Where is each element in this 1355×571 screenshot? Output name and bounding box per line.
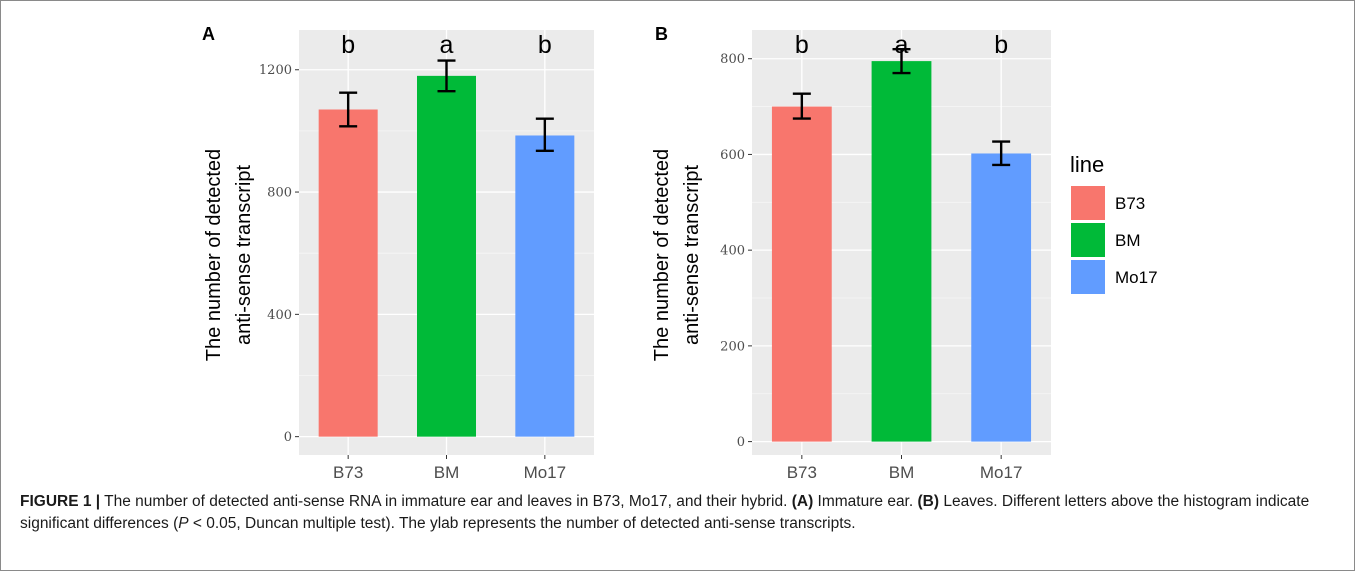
panel-b-letter: B	[655, 24, 668, 44]
panel-b-y-tick-label: 800	[720, 52, 745, 67]
figure-canvas: 0 400 800 1200 b B73 a BM b Mo17 A The number of de…	[202, 24, 1158, 480]
panel-b-chart: 0 200 400 600 800 b B73 a BM b Mo17 B The number of …	[651, 24, 1051, 480]
panel-a-x-tick-label: Mo17	[524, 463, 567, 480]
panel-a-letter: A	[202, 24, 215, 44]
panel-b-y-tick-label: 0	[737, 435, 745, 450]
panel-b-bar-mo17	[971, 153, 1032, 442]
panel-b-significance-letter: a	[895, 31, 909, 59]
caption-italic-p: P	[178, 515, 189, 532]
panel-a-y-axis-label-line-1: The number of detected	[203, 149, 225, 361]
legend: line B73 BM Mo17	[1070, 152, 1158, 294]
caption-text-4: < 0.05, Duncan multiple test). The ylab …	[188, 515, 856, 532]
panel-a-chart: 0 400 800 1200 b B73 a BM b Mo17 A The number of de…	[202, 24, 594, 480]
panel-a-bar-mo17	[515, 135, 575, 437]
panel-a-y-tick-label: 0	[284, 430, 292, 445]
caption-bold-a: (A)	[791, 493, 814, 510]
panel-b-y-tick-label: 400	[720, 244, 745, 259]
legend-key-b73	[1071, 186, 1105, 220]
caption-figure-label: FIGURE 1 |	[20, 493, 101, 510]
caption-text-3: Leaves. Different letters above the hist…	[20, 493, 1310, 532]
legend-label-bm: BM	[1115, 231, 1141, 250]
panel-b-y-tick-label: 600	[720, 148, 745, 163]
figure-caption: FIGURE 1 | The number of detected anti-s…	[20, 491, 1340, 535]
panel-a-bar-bm	[417, 75, 476, 437]
panel-a-y-tick-label: 800	[267, 186, 292, 201]
panel-b-bar-b73	[771, 106, 832, 442]
legend-title: line	[1070, 152, 1104, 177]
panel-a-significance-letter: a	[440, 31, 454, 59]
caption-bold-b: (B)	[917, 493, 940, 510]
panel-b-x-tick-label: BM	[889, 463, 915, 480]
panel-b-x-tick-label: Mo17	[980, 463, 1023, 480]
panel-a-y-axis-label-line-2: anti-sense transcript	[233, 165, 255, 346]
panel-b-y-axis-label-line-2: anti-sense transcript	[681, 165, 703, 346]
panel-a-significance-letter: b	[341, 31, 355, 59]
caption-text-1: The number of detected anti-sense RNA in…	[100, 493, 792, 510]
panel-a-x-tick-label: B73	[333, 463, 363, 480]
panel-a-y-tick-label: 1200	[259, 63, 292, 78]
panel-a-x-tick-label: BM	[434, 463, 460, 480]
caption-text-2: Immature ear.	[813, 493, 918, 510]
panel-a-significance-letter: b	[538, 31, 552, 59]
panel-b-x-tick-label: B73	[787, 463, 817, 480]
panel-a-bar-b73	[318, 109, 378, 437]
panel-b-significance-letter: b	[795, 31, 809, 59]
panel-b-y-axis-label-line-1: The number of detected	[651, 149, 673, 361]
panel-b-bar-bm	[871, 61, 932, 442]
panel-b-y-tick-label: 200	[720, 339, 745, 354]
legend-label-b73: B73	[1115, 194, 1145, 213]
legend-key-bm	[1071, 223, 1105, 257]
panel-b-significance-letter: b	[994, 31, 1008, 59]
panel-a-y-tick-label: 400	[267, 308, 292, 323]
legend-key-mo17	[1071, 260, 1105, 294]
legend-label-mo17: Mo17	[1115, 268, 1158, 287]
